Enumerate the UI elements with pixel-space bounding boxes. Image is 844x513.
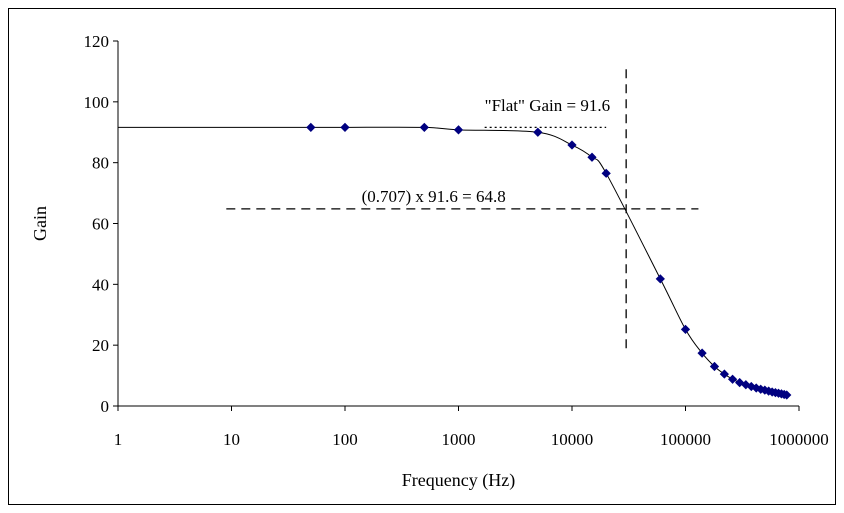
data-point: [567, 140, 577, 150]
data-point: [601, 168, 611, 178]
data-point: [419, 122, 429, 133]
data-point: [533, 127, 543, 137]
data-point: [453, 125, 464, 135]
y-tick-label: 80: [92, 154, 109, 173]
flat-gain-annotation: "Flat" Gain = 91.6: [485, 96, 610, 115]
data-series: [117, 122, 792, 400]
x-tick-label: 10: [223, 430, 240, 449]
x-tick-label: 10000: [551, 430, 594, 449]
x-tick-label: 1000000: [769, 430, 829, 449]
chart-frame: [8, 8, 836, 505]
y-tick-label: 60: [92, 215, 109, 234]
data-point: [719, 369, 729, 379]
x-tick-label: 1000: [442, 430, 476, 449]
data-point: [727, 374, 738, 384]
cutoff-gain-annotation: (0.707) x 91.6 = 64.8: [362, 187, 506, 206]
y-tick-label: 120: [84, 32, 110, 51]
y-tick-label: 20: [92, 336, 109, 355]
y-tick-label: 0: [101, 397, 110, 416]
data-point: [735, 377, 745, 388]
x-tick-label: 100: [332, 430, 358, 449]
series-line: [117, 126, 787, 396]
data-point: [782, 390, 792, 400]
y-tick-label: 40: [92, 275, 109, 294]
x-axis-title: Frequency (Hz): [402, 470, 515, 491]
data-point: [680, 324, 691, 334]
y-axis-title: Gain: [30, 206, 50, 241]
data-point: [697, 348, 707, 358]
data-point: [306, 122, 316, 133]
data-point: [340, 122, 350, 133]
x-tick-label: 1: [114, 430, 123, 449]
data-point: [709, 361, 720, 372]
data-point: [587, 152, 597, 162]
y-tick-label: 100: [84, 93, 110, 112]
annotations: "Flat" Gain = 91.6 (0.707) x 91.6 = 64.8: [226, 65, 699, 349]
x-tick-label: 100000: [660, 430, 711, 449]
data-point: [655, 274, 665, 284]
